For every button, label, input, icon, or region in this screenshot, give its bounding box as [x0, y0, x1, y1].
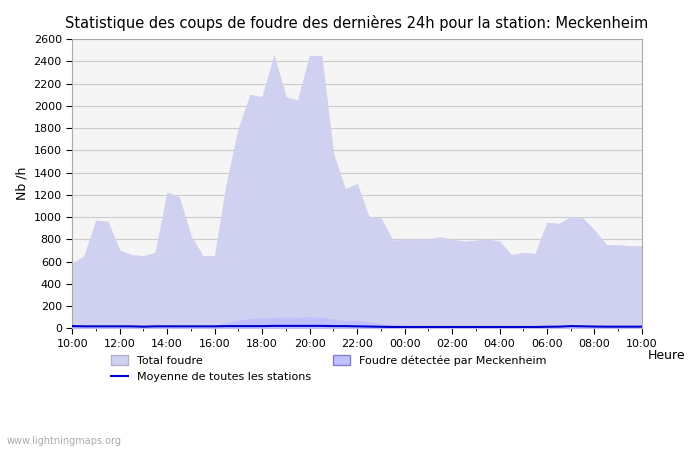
Text: www.lightningmaps.org: www.lightningmaps.org — [7, 436, 122, 446]
Text: Heure: Heure — [648, 349, 685, 361]
Y-axis label: Nb /h: Nb /h — [15, 167, 28, 200]
Title: Statistique des coups de foudre des dernières 24h pour la station: Meckenheim: Statistique des coups de foudre des dern… — [66, 15, 649, 31]
Legend: Total foudre, Moyenne de toutes les stations, Foudre détectée par Meckenheim: Total foudre, Moyenne de toutes les stat… — [106, 351, 550, 387]
